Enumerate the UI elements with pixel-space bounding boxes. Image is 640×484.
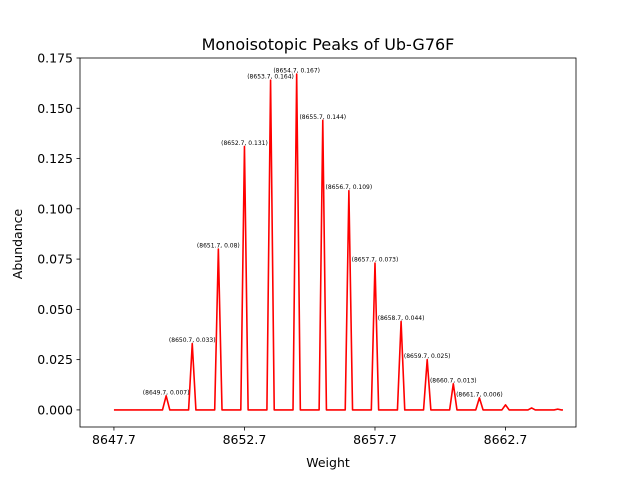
y-tick-label: 0.150	[37, 101, 73, 116]
peak-label: (8656.7, 0.109)	[326, 184, 373, 191]
y-tick-label: 0.175	[37, 51, 73, 66]
peak-label: (8657.7, 0.073)	[352, 257, 399, 264]
peak-label: (8651.7, 0.08)	[197, 243, 240, 250]
x-tick-label: 8657.7	[353, 432, 397, 447]
y-tick-label: 0.075	[37, 252, 73, 267]
y-tick-label: 0.050	[37, 302, 73, 317]
peak-label: (8653.7, 0.164)	[247, 74, 294, 81]
y-tick-label: 0.000	[37, 402, 73, 417]
peak-label: (8659.7, 0.025)	[404, 353, 451, 360]
x-axis-label: Weight	[306, 455, 350, 470]
peak-label: (8655.7, 0.144)	[299, 114, 346, 121]
y-tick-label: 0.100	[37, 201, 73, 216]
peak-label: (8660.7, 0.013)	[430, 377, 477, 384]
x-tick-label: 8647.7	[92, 432, 136, 447]
y-tick-label: 0.025	[37, 352, 73, 367]
peak-label: (8652.7, 0.131)	[221, 140, 268, 147]
peak-label: (8649.7, 0.007)	[143, 389, 190, 396]
peak-label: (8654.7, 0.167)	[273, 68, 320, 75]
peak-label: (8661.7, 0.006)	[456, 391, 503, 398]
y-axis-label: Abundance	[10, 208, 25, 279]
y-tick-label: 0.125	[37, 151, 73, 166]
peak-label: (8650.7, 0.033)	[169, 337, 216, 344]
chart-title: Monoisotopic Peaks of Ub-G76F	[202, 35, 455, 54]
x-tick-label: 8652.7	[223, 432, 267, 447]
x-tick-label: 8662.7	[484, 432, 528, 447]
peak-label: (8658.7, 0.044)	[378, 315, 425, 322]
